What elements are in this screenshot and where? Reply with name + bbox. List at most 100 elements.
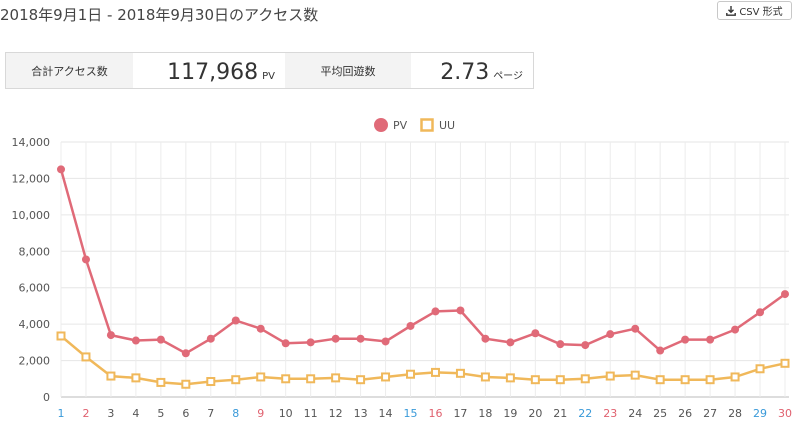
x-tick-label: 17 [453,407,467,420]
x-tick-label: 2 [82,407,89,420]
data-point-uu[interactable] [206,377,216,387]
data-point-uu[interactable] [56,331,66,341]
x-tick-label: 12 [329,407,343,420]
csv-export-button[interactable]: CSV 形式 [717,1,792,20]
data-point-pv[interactable] [556,340,565,349]
data-point-uu[interactable] [156,377,166,387]
data-point-uu[interactable] [231,375,241,385]
avg-pages-number: 2.73 [440,60,490,85]
data-point-uu[interactable] [106,371,116,381]
y-axis: 0 2,000 4,000 6,000 8,000 10,000 12,000 14,000 [12,136,51,404]
x-tick-label: 11 [304,407,318,420]
data-point-pv[interactable] [606,330,615,339]
data-point-pv[interactable] [706,335,715,344]
data-point-uu[interactable] [705,375,715,385]
x-tick-label: 21 [553,407,567,420]
data-point-pv[interactable] [256,324,265,333]
avg-pages-value: 2.73 ページ [411,53,533,88]
legend-swatch-pv[interactable] [374,118,388,132]
data-point-pv[interactable] [506,338,515,347]
data-point-uu[interactable] [131,373,141,383]
data-point-pv[interactable] [381,337,390,346]
data-point-pv[interactable] [181,349,190,358]
data-point-uu[interactable] [655,375,665,385]
data-point-uu[interactable] [580,374,590,384]
data-point-uu[interactable] [181,379,191,389]
data-point-pv[interactable] [406,321,415,330]
avg-pages-label: 平均回遊数 [285,53,411,88]
data-point-uu[interactable] [455,368,465,378]
total-access-number: 117,968 [167,60,259,85]
data-point-uu[interactable] [755,364,765,374]
data-point-pv[interactable] [781,290,789,299]
data-point-uu[interactable] [331,373,341,383]
x-tick-label: 19 [503,407,517,420]
x-tick-label: 22 [578,407,592,420]
x-tick-label: 23 [603,407,617,420]
legend-swatch-uu[interactable] [420,118,434,132]
data-point-uu[interactable] [281,374,291,384]
data-point-pv[interactable] [431,307,440,316]
data-point-uu[interactable] [81,352,91,362]
x-tick-label: 26 [678,407,692,420]
data-point-uu[interactable] [555,375,565,385]
y-tick-label: 10,000 [12,209,51,222]
x-tick-label: 4 [132,407,139,420]
legend-label-uu[interactable]: UU [439,119,455,132]
data-point-pv[interactable] [356,334,365,343]
x-tick-label: 16 [428,407,442,420]
x-tick-label: 20 [528,407,542,420]
data-point-pv[interactable] [731,325,740,334]
data-point-pv[interactable] [106,331,115,340]
csv-button-label: CSV 形式 [739,7,783,18]
data-point-pv[interactable] [481,334,490,343]
data-point-pv[interactable] [656,346,665,355]
data-point-pv[interactable] [306,338,315,347]
data-point-uu[interactable] [381,372,391,382]
x-tick-label: 27 [703,407,717,420]
avg-pages-unit: ページ [493,71,523,82]
legend-label-pv[interactable]: PV [393,119,408,132]
data-point-pv[interactable] [281,339,290,348]
data-point-pv[interactable] [681,335,690,344]
data-point-pv[interactable] [131,336,140,345]
data-point-uu[interactable] [430,367,440,377]
data-point-uu[interactable] [505,373,515,383]
x-tick-label: 5 [157,407,164,420]
data-point-pv[interactable] [756,308,765,317]
chart-grid [60,141,789,398]
data-point-uu[interactable] [780,358,790,368]
data-point-pv[interactable] [231,316,240,325]
x-tick-label: 10 [279,407,293,420]
data-point-pv[interactable] [57,165,65,174]
data-point-pv[interactable] [581,341,590,350]
x-tick-label: 7 [207,407,214,420]
data-point-uu[interactable] [730,372,740,382]
data-point-uu[interactable] [605,371,615,381]
data-point-pv[interactable] [81,255,90,264]
stats-summary: 合計アクセス数 117,968 PV 平均回遊数 2.73 ページ [5,52,534,89]
data-point-pv[interactable] [531,329,540,338]
data-point-pv[interactable] [456,306,465,315]
download-icon [726,5,737,16]
x-tick-label: 3 [107,407,114,420]
data-point-pv[interactable] [631,324,640,333]
data-point-pv[interactable] [206,334,215,343]
data-point-uu[interactable] [306,374,316,384]
y-tick-label: 4,000 [19,318,51,331]
x-tick-label: 8 [232,407,239,420]
x-tick-label: 14 [379,407,393,420]
data-point-pv[interactable] [156,335,165,344]
data-point-uu[interactable] [630,370,640,380]
data-point-uu[interactable] [256,372,266,382]
x-tick-label: 25 [653,407,667,420]
data-point-uu[interactable] [680,375,690,385]
data-point-uu[interactable] [406,369,416,379]
data-point-uu[interactable] [480,372,490,382]
data-point-pv[interactable] [331,334,340,343]
data-point-uu[interactable] [356,375,366,385]
page-title: 2018年9月1日 - 2018年9月30日のアクセス数 [0,6,319,24]
x-tick-label: 6 [182,407,189,420]
data-point-uu[interactable] [530,375,540,385]
